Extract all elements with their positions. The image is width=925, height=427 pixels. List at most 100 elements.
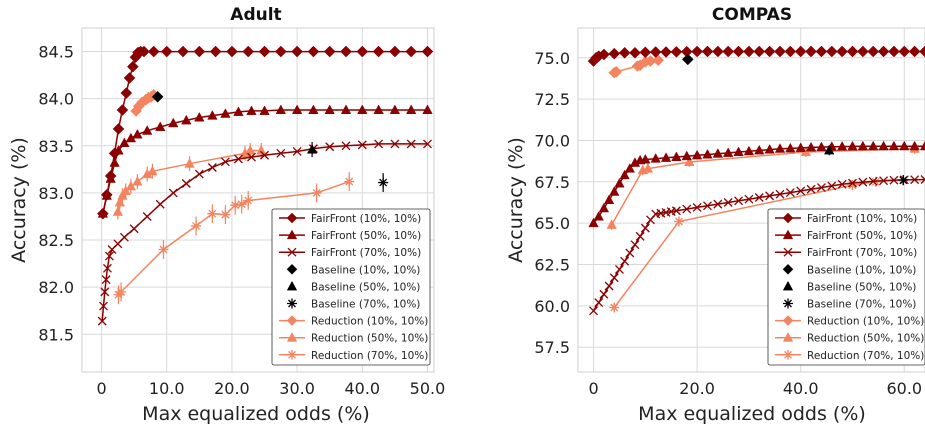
data-point-compas-0 xyxy=(919,45,925,58)
data-point-adult-7 xyxy=(184,158,195,168)
data-point-adult-0 xyxy=(123,72,136,84)
x-tick-label-compas: 60.0 xyxy=(886,379,922,398)
axes-frame-compas xyxy=(577,27,925,373)
data-point-adult-0 xyxy=(291,45,303,58)
legend-marker-compas-6 xyxy=(782,315,794,326)
y-tick-label-compas: 62.5 xyxy=(534,256,570,275)
data-point-compas-1 xyxy=(640,153,651,164)
data-point-compas-1 xyxy=(805,141,817,152)
data-point-compas-2 xyxy=(630,240,640,250)
y-tick-label-compas: 67.5 xyxy=(534,173,570,192)
data-point-adult-2 xyxy=(142,212,152,221)
data-point-compas-0 xyxy=(856,45,869,58)
data-point-compas-0 xyxy=(701,45,714,58)
y-tick-label-adult: 81.5 xyxy=(38,325,74,344)
data-point-compas-2 xyxy=(806,184,816,194)
data-point-compas-0 xyxy=(867,45,880,58)
legend-marker-adult-0 xyxy=(286,212,298,224)
data-point-adult-2 xyxy=(423,139,432,149)
data-point-compas-2 xyxy=(879,176,889,186)
data-point-compas-1 xyxy=(774,143,786,153)
data-point-compas-0 xyxy=(598,48,610,61)
data-point-compas-1 xyxy=(816,141,827,152)
data-point-adult-2 xyxy=(194,169,204,179)
data-point-adult-5 xyxy=(378,177,389,188)
legend-label-compas-7: Reduction (50%, 10%) xyxy=(807,333,924,345)
series-adult-4 xyxy=(306,142,318,158)
data-point-compas-2 xyxy=(594,298,604,307)
data-point-adult-1 xyxy=(275,104,286,114)
data-point-compas-2 xyxy=(837,179,847,189)
data-point-adult-2 xyxy=(276,148,286,158)
data-point-compas-2 xyxy=(599,289,609,299)
data-point-compas-0 xyxy=(877,45,890,58)
data-point-compas-2 xyxy=(640,223,650,233)
data-point-compas-0 xyxy=(805,45,817,58)
x-tick-label-compas: 0 xyxy=(588,379,598,398)
legend-label-adult-0: FairFront (10%, 10%) xyxy=(311,213,421,225)
data-point-adult-7 xyxy=(245,144,256,155)
data-point-adult-1 xyxy=(259,105,270,115)
data-point-adult-0 xyxy=(209,45,222,58)
data-point-adult-3 xyxy=(151,90,164,103)
data-point-adult-2 xyxy=(129,224,139,234)
data-point-compas-0 xyxy=(898,45,911,58)
data-point-compas-1 xyxy=(754,144,765,155)
data-point-adult-2 xyxy=(207,163,217,172)
legend-label-compas-6: Reduction (10%, 10%) xyxy=(807,316,924,328)
x-axis-label-compas: Max equalized odds (%) xyxy=(638,403,866,425)
data-point-adult-0 xyxy=(323,45,336,58)
chart-title-compas: COMPAS xyxy=(712,5,792,25)
data-point-adult-1 xyxy=(181,114,192,125)
data-point-compas-0 xyxy=(608,47,621,60)
data-point-adult-1 xyxy=(132,128,143,139)
data-point-adult-8 xyxy=(344,176,355,187)
legend-marker-adult-7 xyxy=(286,332,298,342)
legend-label-compas-8: Reduction (70%, 10%) xyxy=(807,350,924,362)
data-point-adult-8 xyxy=(311,187,322,198)
data-point-adult-8 xyxy=(207,208,218,219)
data-point-compas-0 xyxy=(670,45,683,58)
data-point-adult-1 xyxy=(357,104,368,114)
data-point-compas-6 xyxy=(652,54,665,67)
legend-label-compas-5: Baseline (70%, 10%) xyxy=(807,299,916,311)
y-tick-label-adult: 83.0 xyxy=(38,184,74,203)
data-point-compas-0 xyxy=(815,45,828,58)
y-axis-label-adult: Accuracy (%) xyxy=(8,137,30,263)
plot-area-compas: 0 20.0 40.0 60.0 57.5 60.0 62.5 65.0 67.5 70.0 72.… xyxy=(534,27,925,398)
data-point-compas-2 xyxy=(910,175,920,185)
x-tick-label-adult: 40.0 xyxy=(344,379,380,398)
data-point-adult-0 xyxy=(97,207,109,220)
legend-label-adult-4: Baseline (50%, 10%) xyxy=(311,281,420,293)
data-point-compas-3 xyxy=(681,53,694,66)
data-point-adult-1 xyxy=(168,117,179,128)
y-axis-label-compas: Accuracy (%) xyxy=(505,137,527,263)
data-point-adult-2 xyxy=(325,142,335,152)
data-point-adult-1 xyxy=(220,108,231,118)
y-tick-label-compas: 57.5 xyxy=(534,338,570,357)
series-adult-6 xyxy=(130,89,160,117)
data-point-compas-0 xyxy=(753,45,766,58)
data-point-adult-1 xyxy=(422,104,433,114)
data-point-compas-1 xyxy=(743,145,755,156)
legend-adult: FairFront (10%, 10%) FairFront (50%, 10%)… xyxy=(271,208,431,366)
data-point-adult-0 xyxy=(177,45,189,58)
legend-marker-compas-1 xyxy=(782,229,794,240)
legend-marker-adult-8 xyxy=(287,349,297,360)
legend-label-compas-4: Baseline (50%, 10%) xyxy=(807,281,916,293)
data-point-adult-2 xyxy=(168,188,178,198)
data-point-adult-0 xyxy=(242,45,255,58)
data-point-compas-0 xyxy=(846,45,859,58)
data-point-adult-0 xyxy=(258,45,271,58)
data-point-adult-1 xyxy=(155,121,166,131)
data-point-adult-0 xyxy=(126,60,139,73)
data-point-compas-2 xyxy=(589,306,598,316)
data-point-adult-2 xyxy=(181,179,191,188)
x-axis-label-adult: Max equalized odds (%) xyxy=(142,403,370,425)
series-adult-7 xyxy=(112,142,267,220)
data-point-adult-7 xyxy=(117,190,128,200)
series-compas-3 xyxy=(681,53,694,66)
series-adult-0 xyxy=(97,45,434,220)
data-point-adult-0 xyxy=(193,45,206,58)
